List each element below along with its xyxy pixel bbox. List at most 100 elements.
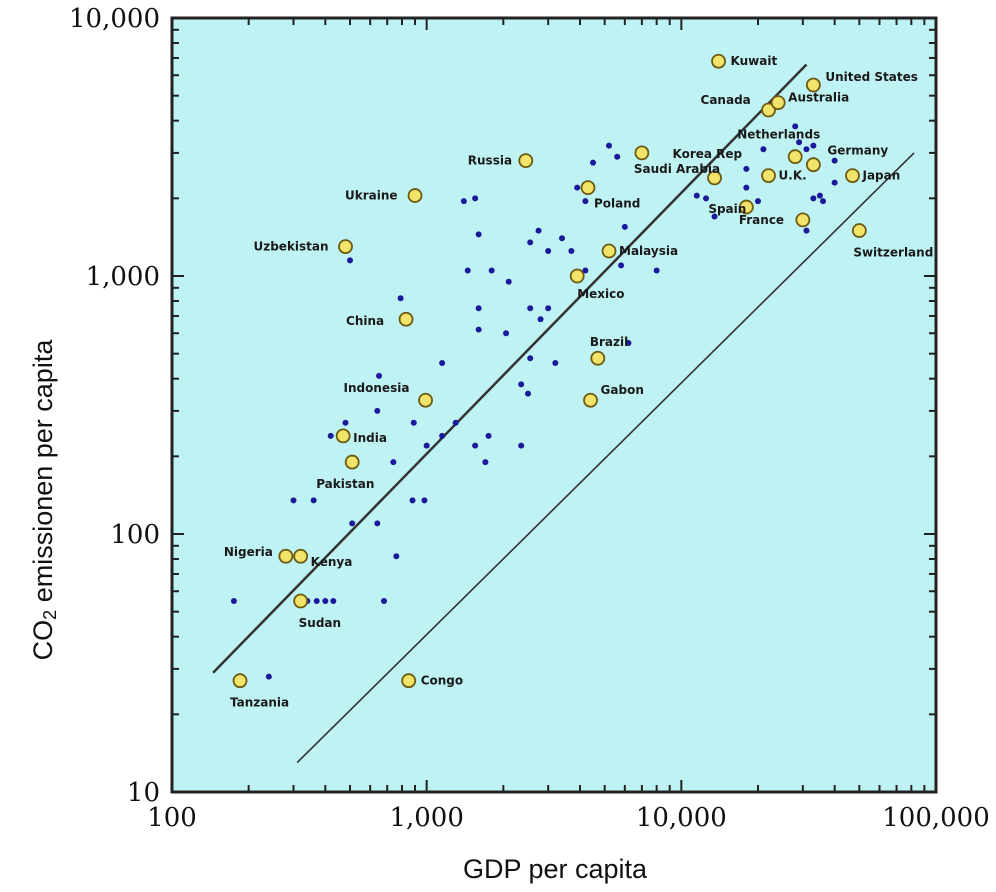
data-point — [330, 597, 337, 604]
highlighted-point — [398, 311, 414, 327]
highlighted-point — [232, 673, 248, 689]
data-point — [703, 195, 710, 202]
country-label: Uzbekistan — [253, 240, 328, 254]
data-point — [820, 198, 827, 205]
data-point — [590, 159, 597, 166]
highlighted-point — [401, 673, 417, 689]
data-point — [527, 355, 534, 362]
country-label: Netherlands — [737, 128, 820, 142]
country-label: Congo — [421, 674, 463, 688]
highlighted-point — [518, 153, 534, 169]
country-label: Japan — [861, 169, 900, 183]
highlighted-point — [805, 157, 821, 173]
highlighted-point — [805, 77, 821, 93]
country-label: China — [346, 314, 384, 328]
highlighted-point — [707, 170, 722, 186]
data-point — [574, 184, 581, 191]
x-tick-label: 1,000 — [389, 803, 463, 833]
data-point — [545, 305, 552, 312]
country-label: Spain — [708, 202, 746, 216]
data-point — [503, 330, 510, 337]
data-point — [485, 432, 492, 439]
data-point — [796, 139, 803, 146]
y-tick-label: 100 — [110, 520, 160, 550]
country-label: Sudan — [299, 616, 341, 630]
highlighted-point — [335, 428, 351, 444]
data-point — [439, 360, 446, 367]
highlighted-point — [583, 392, 598, 408]
data-point — [397, 295, 404, 302]
data-point — [393, 553, 400, 560]
data-point — [381, 597, 388, 604]
country-label: France — [739, 213, 784, 227]
highlighted-point — [634, 145, 650, 161]
country-label: United States — [825, 70, 918, 84]
highlighted-point — [293, 593, 309, 609]
data-point — [559, 235, 566, 242]
highlighted-point — [580, 180, 596, 196]
country-label: Ukraine — [345, 189, 398, 203]
country-label: Korea Rep — [673, 147, 743, 161]
highlighted-point — [738, 199, 754, 215]
data-point — [230, 597, 237, 604]
x-tick-label: 10,000 — [636, 803, 727, 833]
country-label: Australia — [788, 91, 849, 105]
country-label: Gabon — [601, 383, 644, 397]
data-point — [390, 459, 397, 466]
data-point — [525, 390, 532, 397]
data-point — [621, 223, 628, 230]
data-point — [831, 179, 838, 186]
data-point — [754, 198, 761, 205]
data-point — [760, 146, 767, 153]
data-point — [606, 142, 613, 149]
country-label: Mexico — [577, 287, 624, 301]
highlighted-point — [761, 168, 776, 183]
country-label: Malaysia — [619, 244, 678, 258]
country-label: Nigeria — [224, 545, 273, 559]
data-point — [472, 195, 479, 202]
x-tick-label: 100,000 — [882, 803, 990, 833]
data-point — [374, 407, 381, 414]
data-point — [743, 165, 750, 172]
data-point — [693, 192, 700, 199]
highlighted-point — [851, 223, 867, 238]
country-label: India — [353, 431, 387, 445]
data-point — [552, 360, 559, 367]
data-point — [439, 432, 446, 439]
data-point — [482, 459, 489, 466]
data-point — [421, 497, 428, 504]
data-point — [614, 153, 621, 160]
highlighted-point — [407, 188, 423, 203]
highlighted-point — [761, 102, 776, 118]
country-label: Saudi Arabia — [634, 162, 720, 176]
data-point — [452, 419, 459, 426]
data-points — [230, 53, 867, 689]
country-label: Canada — [701, 93, 751, 107]
trend-line — [296, 152, 915, 764]
data-point — [327, 432, 334, 439]
data-point — [518, 381, 525, 388]
highlighted-point — [711, 53, 726, 69]
trend-lines — [212, 63, 915, 764]
highlighted-point — [278, 548, 294, 564]
data-point — [423, 442, 430, 449]
highlighted-point — [845, 168, 860, 183]
y-axis-title: CO2 emissionen per capita — [28, 339, 60, 661]
data-point — [374, 520, 381, 527]
data-point — [568, 247, 575, 254]
data-point — [743, 184, 750, 191]
data-point — [625, 339, 632, 346]
y-tick-label: 1,000 — [86, 262, 160, 292]
country-label: Kenya — [311, 555, 353, 569]
data-point — [816, 192, 823, 199]
data-point — [409, 497, 416, 504]
data-point — [803, 146, 810, 153]
data-point — [527, 305, 534, 312]
country-label: Russia — [468, 154, 512, 168]
highlighted-point — [293, 548, 309, 564]
highlighted-point — [569, 268, 585, 284]
data-point — [376, 372, 383, 379]
data-point — [618, 262, 625, 269]
country-label: Poland — [594, 197, 640, 211]
